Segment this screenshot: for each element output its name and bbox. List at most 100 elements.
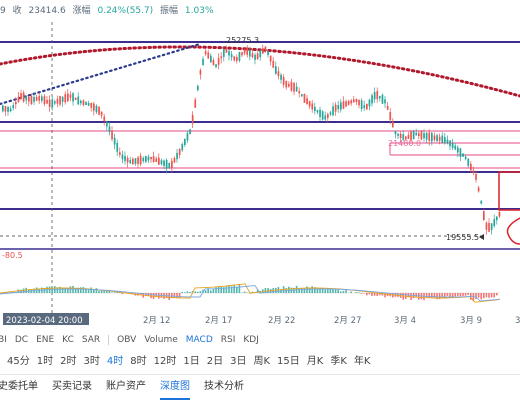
bottom-tab-4[interactable]: 技术分析 bbox=[204, 381, 244, 392]
macd-histogram-bar bbox=[324, 289, 326, 293]
candle-body bbox=[22, 92, 25, 102]
macd-histogram-bar bbox=[329, 288, 332, 293]
candle-body bbox=[412, 130, 415, 139]
macd-histogram-bar bbox=[158, 293, 160, 299]
timeframe-0[interactable]: 45分 bbox=[7, 356, 30, 367]
candle-body bbox=[139, 155, 142, 165]
x-axis-label: 2月 27 bbox=[334, 316, 361, 325]
macd-histogram-bar bbox=[425, 293, 428, 298]
candle-body bbox=[363, 105, 366, 109]
macd-histogram-bar bbox=[483, 293, 485, 299]
candle-body bbox=[340, 102, 342, 110]
timeframe-8[interactable]: 2日 bbox=[206, 356, 224, 367]
macd-histogram-bar bbox=[61, 288, 64, 293]
candle-body bbox=[467, 158, 470, 166]
candle-body bbox=[238, 52, 241, 61]
x-axis-label: 2月 22 bbox=[268, 316, 295, 325]
indicator-tab-rsi[interactable]: RSI bbox=[220, 335, 236, 345]
timeframe-7[interactable]: 1日 bbox=[183, 356, 200, 367]
candle-body bbox=[48, 99, 51, 107]
macd-histogram-bar bbox=[488, 293, 490, 298]
candle-body bbox=[280, 74, 282, 80]
indicator-tab-ene[interactable]: ENE bbox=[36, 335, 55, 345]
ohlc-info-bar: 9 收 23414.6 涨幅 0.24%(55.7) 振幅 1.03% bbox=[0, 0, 520, 22]
timeframe-4[interactable]: 4时 bbox=[106, 356, 124, 367]
macd-histogram-bar bbox=[472, 293, 475, 302]
macd-histogram-bar bbox=[82, 287, 85, 293]
bottom-tab-1[interactable]: 买卖记录 bbox=[52, 381, 92, 392]
candle-body bbox=[389, 112, 392, 121]
indicator-tab-kc[interactable]: KC bbox=[62, 335, 74, 345]
candle-body bbox=[402, 134, 405, 140]
candle-body bbox=[116, 142, 119, 152]
bottom-tab-0[interactable]: 史委托单 bbox=[0, 381, 38, 392]
candle-body bbox=[199, 70, 202, 75]
indicator-tab-kdj[interactable]: KDJ bbox=[243, 335, 259, 345]
candle-body bbox=[483, 211, 485, 220]
indicator-tab-macd[interactable]: MACD bbox=[185, 335, 213, 345]
timeframe-9[interactable]: 3日 bbox=[230, 356, 247, 367]
indicator-tab-volume[interactable]: Volume bbox=[144, 335, 178, 345]
amplitude-value: 1.03% bbox=[184, 6, 214, 16]
candle-body bbox=[345, 101, 347, 107]
timeframe-11[interactable]: 15日 bbox=[277, 356, 300, 367]
candle-body bbox=[220, 56, 223, 59]
macd-histogram-bar bbox=[485, 293, 488, 298]
candle-body bbox=[72, 93, 74, 102]
timeframe-6[interactable]: 12时 bbox=[153, 356, 177, 367]
macd-histogram-bar bbox=[490, 293, 493, 298]
macd-histogram-bar bbox=[376, 293, 378, 296]
bottom-tab-3[interactable]: 深度图 bbox=[160, 376, 190, 400]
indicator-tab-bbi[interactable]: BI bbox=[0, 335, 7, 345]
macd-histogram-bar bbox=[87, 288, 90, 293]
candle-body bbox=[82, 100, 85, 106]
timeframe-10[interactable]: 周K bbox=[253, 356, 271, 367]
candle-body bbox=[165, 160, 168, 169]
indicator-tab-dc[interactable]: DC bbox=[14, 335, 29, 345]
macd-histogram-bar bbox=[251, 291, 254, 293]
timeframe-3[interactable]: 3时 bbox=[83, 356, 100, 367]
candle-body bbox=[277, 71, 280, 76]
indicator-tab-obv[interactable]: OBV bbox=[117, 335, 137, 345]
macd-histogram-bar bbox=[381, 293, 384, 296]
macd-histogram-bar bbox=[220, 286, 222, 293]
candle-body bbox=[236, 57, 238, 61]
candle-body bbox=[332, 106, 334, 116]
candle-body bbox=[132, 158, 134, 165]
macd-histogram-bar bbox=[311, 286, 313, 293]
candle-body bbox=[98, 106, 100, 115]
candle-body bbox=[30, 95, 33, 104]
change-label: 涨幅 bbox=[72, 6, 91, 16]
candle-body bbox=[498, 212, 501, 217]
macd-histogram-bar bbox=[9, 291, 12, 293]
macd-histogram-bar bbox=[337, 288, 339, 293]
macd-histogram-bar bbox=[379, 293, 381, 296]
candle-body bbox=[477, 187, 480, 192]
candle-body bbox=[145, 156, 147, 162]
macd-histogram-bar bbox=[464, 293, 467, 296]
macd-histogram-bar bbox=[95, 288, 98, 293]
macd-histogram-bar bbox=[288, 286, 290, 293]
timeframe-1[interactable]: 1时 bbox=[36, 356, 54, 367]
macd-histogram-bar bbox=[67, 288, 69, 293]
candle-body bbox=[480, 200, 483, 204]
macd-histogram-bar bbox=[467, 293, 469, 295]
macd-histogram-bar bbox=[451, 293, 454, 299]
macd-histogram-bar bbox=[441, 293, 443, 298]
candle-body bbox=[56, 98, 59, 104]
indicator-tab-sar[interactable]: SAR bbox=[81, 335, 101, 345]
macd-histogram-bar bbox=[449, 293, 451, 298]
timeframe-2[interactable]: 2时 bbox=[60, 356, 77, 367]
crosshair-date-label: 2023-02-04 20:00 bbox=[6, 316, 83, 325]
timeframe-12[interactable]: 月K bbox=[306, 356, 324, 367]
bottom-tab-2[interactable]: 账户资产 bbox=[106, 381, 146, 392]
timeframe-14[interactable]: 年K bbox=[353, 356, 371, 367]
candle-body bbox=[459, 148, 462, 157]
timeframe-13[interactable]: 季K bbox=[330, 356, 347, 367]
timeframe-5[interactable]: 8时 bbox=[130, 356, 147, 367]
x-axis-label: 3 bbox=[515, 316, 520, 325]
candle-body bbox=[386, 106, 389, 110]
macd-histogram-bar bbox=[173, 293, 176, 298]
candle-body bbox=[407, 135, 410, 139]
